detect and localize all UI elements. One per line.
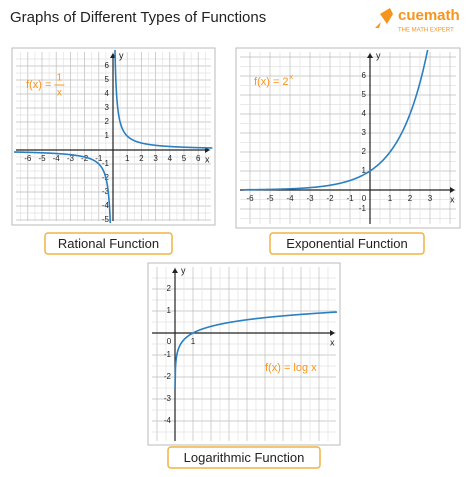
formula: f(x) = log x — [265, 362, 317, 374]
formula-exponent: x — [290, 74, 294, 81]
tagline: THE MATH EXPERT — [398, 28, 454, 34]
x-tick-label: -6 — [24, 154, 32, 163]
x-axis-label: x — [330, 337, 335, 347]
y-tick-label: 2 — [105, 117, 110, 126]
y-tick-label: 1 — [362, 166, 367, 175]
x-tick-label: -1 — [346, 194, 354, 203]
y-tick-label: -1 — [102, 159, 110, 168]
x-tick-label: -5 — [266, 194, 274, 203]
y-tick-label: -5 — [102, 215, 110, 224]
formula-denominator: x — [57, 88, 62, 99]
y-tick-label: 6 — [362, 71, 367, 80]
graph-panel: x y 0 1 2 1 -1 -2 -3 -4 f(x) = log x Logarithmic Fu… — [147, 262, 341, 469]
x-tick-label: 1 — [388, 194, 393, 203]
y-tick-label: 2 — [362, 147, 367, 156]
y-tick-label: -3 — [164, 394, 172, 403]
y-tick-label: 5 — [105, 75, 110, 84]
function-curve — [114, 50, 213, 149]
y-axis-label: y — [119, 50, 124, 60]
panel-frame — [147, 262, 341, 446]
caption: Exponential Function — [286, 236, 407, 251]
y-tick-label: 5 — [362, 90, 367, 99]
x-axis-label: x — [205, 154, 210, 164]
formula: f(x) = — [26, 79, 51, 91]
function-curve — [174, 311, 338, 389]
caption: Rational Function — [58, 236, 159, 251]
axis-arrow — [172, 268, 178, 273]
caption-box — [269, 232, 425, 255]
y-axis-label: y — [376, 50, 381, 60]
x-tick-label: 1 — [125, 154, 130, 163]
x-tick-label: 3 — [153, 154, 158, 163]
x-tick-label: -4 — [53, 154, 61, 163]
x-tick-label: 1 — [191, 337, 196, 346]
y-tick-label: 4 — [105, 89, 110, 98]
y-tick-label: -3 — [102, 187, 110, 196]
caption-box — [167, 446, 321, 469]
logo: cuemath THE MATH EXPERT — [375, 7, 460, 34]
caption-box — [44, 232, 173, 255]
function-curve — [14, 151, 112, 223]
x-tick-label: -4 — [286, 194, 294, 203]
x-tick-label: 2 — [139, 154, 144, 163]
logo-icon — [375, 8, 393, 28]
y-tick-label: -1 — [164, 350, 172, 359]
x-axis-label: x — [450, 194, 455, 204]
graph-panel: xy-6 -5 -4 -3 -2 -1 1 2 3 4 5 6654321-1-2-3-4-5f(x)… — [11, 47, 216, 255]
y-tick-label: 4 — [362, 109, 367, 118]
x-tick-label: 4 — [168, 154, 173, 163]
x-tick-label: -2 — [326, 194, 334, 203]
x-tick-label: -6 — [246, 194, 254, 203]
caption: Logarithmic Function — [184, 450, 305, 465]
x-tick-label: -2 — [81, 154, 89, 163]
panel-frame — [235, 47, 461, 229]
y-tick-label: 3 — [105, 103, 110, 112]
axis-arrow — [450, 187, 455, 193]
y-tick-label: -1 — [359, 204, 367, 213]
y-tick-label: 2 — [167, 284, 172, 293]
formula-numerator: 1 — [57, 73, 63, 84]
y-tick-label: -4 — [164, 416, 172, 425]
axis-arrow — [367, 53, 373, 58]
x-tick-label: 2 — [408, 194, 413, 203]
formula: f(x) = 2 — [254, 76, 289, 88]
x-tick-label: -3 — [306, 194, 314, 203]
y-tick-label: 1 — [167, 306, 172, 315]
x-tick-label: -3 — [67, 154, 75, 163]
y-tick-label: 6 — [105, 61, 110, 70]
y-tick-label: -2 — [164, 372, 172, 381]
x-tick-label: -5 — [38, 154, 46, 163]
x-tick-label: -1 — [95, 154, 103, 163]
axis-arrow — [330, 330, 335, 336]
x-tick-label: 0 — [167, 337, 172, 346]
title: Graphs of Different Types of Functions — [10, 9, 266, 26]
y-axis-label: y — [181, 265, 186, 275]
y-tick-label: 3 — [362, 128, 367, 137]
x-tick-label: 0 — [362, 194, 367, 203]
x-tick-label: 5 — [182, 154, 187, 163]
x-tick-label: 3 — [428, 194, 433, 203]
function-curve — [243, 50, 429, 191]
y-tick-label: 1 — [105, 131, 110, 140]
y-tick-label: -4 — [102, 201, 110, 210]
x-tick-label: 6 — [196, 154, 201, 163]
brand: cuemath — [398, 7, 460, 24]
